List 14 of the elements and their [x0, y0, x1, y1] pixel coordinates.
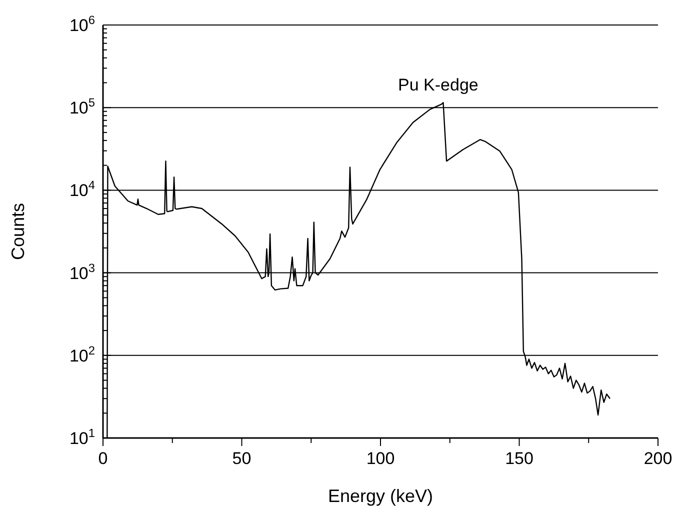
y-axis-title: Counts: [8, 202, 28, 260]
x-tick-label: 100: [366, 449, 395, 468]
y-tick-label: 10$^{5}$: [69, 96, 96, 118]
y-tick-label: 10$^{2}$: [69, 343, 96, 366]
x-axis-title: Energy (keV): [328, 486, 434, 506]
x-tick-label: 150: [505, 449, 534, 468]
y-tick-label: 10$^{3}$: [69, 260, 96, 283]
x-tick-label: 0: [98, 449, 108, 468]
y-tick-label: 10$^{6}$: [69, 13, 96, 35]
y-tick-label: 10$^{1}$: [69, 426, 96, 448]
annotation: Pu K-edge: [398, 76, 478, 95]
x-tick-label: 50: [232, 449, 252, 468]
y-tick-label: 10$^{4}$: [69, 178, 96, 200]
x-tick-label: 200: [644, 449, 672, 468]
